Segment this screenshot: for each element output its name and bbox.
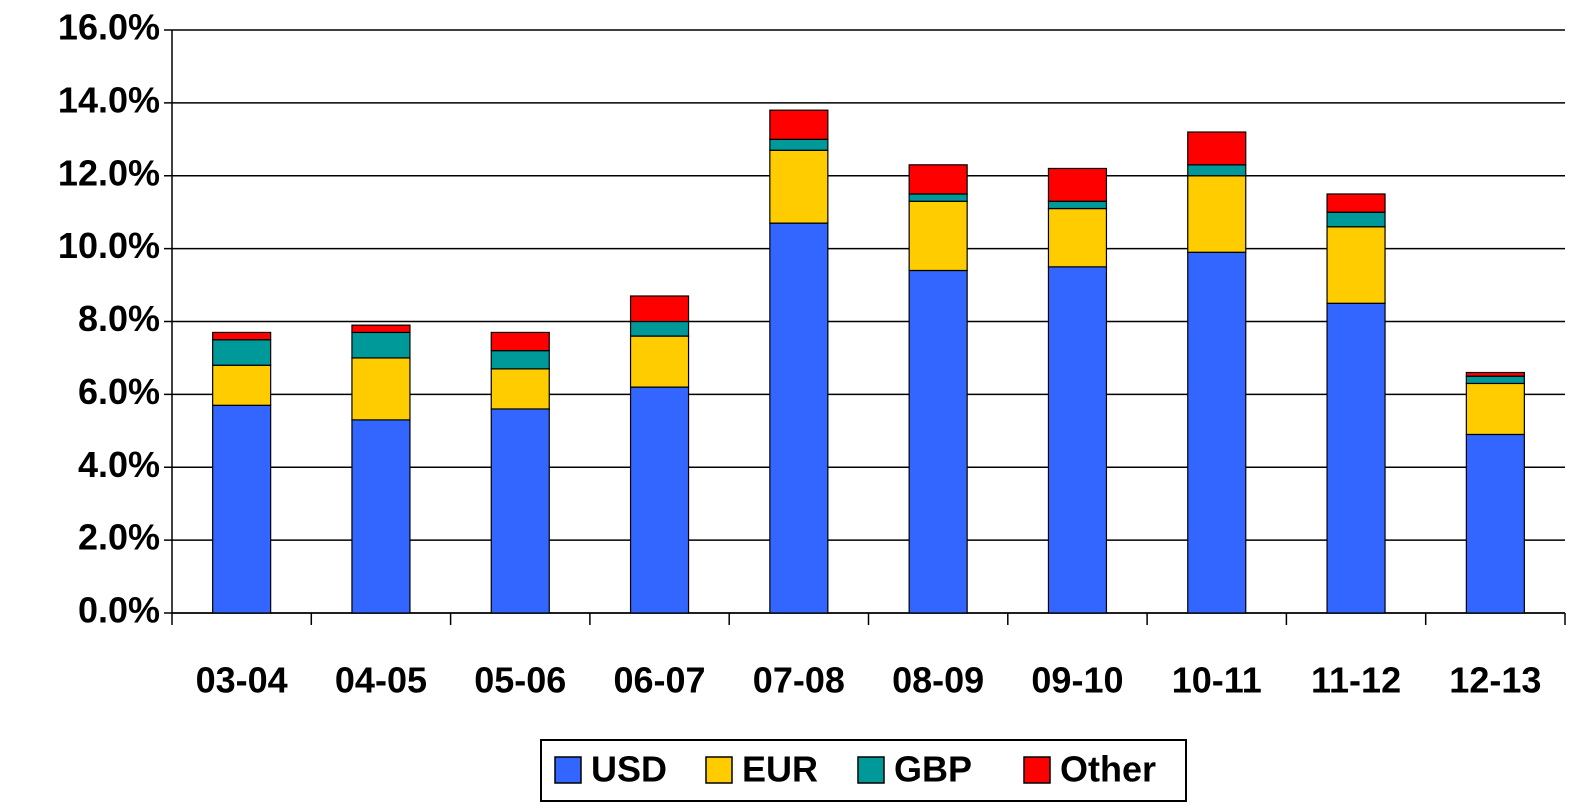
bar-segment — [629, 335, 690, 388]
bar-segment — [1326, 226, 1386, 304]
legend-label: USD — [591, 749, 667, 790]
legend-swatch — [857, 756, 885, 784]
y-tick-label: 4.0% — [78, 444, 160, 485]
bar-segment — [1187, 175, 1247, 253]
x-tick-label: 09-10 — [1031, 660, 1123, 701]
legend-swatch — [554, 756, 582, 784]
y-tick-label: 2.0% — [78, 517, 160, 558]
y-tick-label: 0.0% — [78, 590, 160, 631]
bar-segment — [1187, 164, 1247, 177]
bar-segment — [769, 149, 829, 224]
x-tick-label: 11-12 — [1311, 660, 1401, 701]
bar-segment — [490, 350, 550, 370]
x-tick-label: 07-08 — [753, 660, 845, 701]
bar-segment — [1465, 371, 1525, 377]
y-tick-label: 6.0% — [78, 371, 160, 412]
bar-segment — [1465, 433, 1525, 614]
bar-segment — [490, 331, 550, 352]
bar-segment — [908, 164, 968, 195]
bar-segment — [351, 331, 411, 359]
y-tick-label: 14.0% — [58, 79, 160, 120]
bar-segment — [212, 404, 272, 614]
bar-segment — [1047, 167, 1108, 202]
bar-segment — [351, 419, 411, 614]
bar-segment — [351, 324, 411, 334]
bar-segment — [1326, 302, 1386, 614]
bar-segment — [629, 386, 690, 614]
legend-label: GBP — [894, 749, 972, 790]
bar-segment — [908, 200, 968, 272]
bar-segment — [629, 320, 690, 337]
x-tick-label: 05-06 — [474, 660, 566, 701]
y-tick-label: 10.0% — [58, 225, 160, 266]
bar-segment — [212, 364, 272, 406]
bar-segment — [769, 222, 829, 614]
bar-segment — [212, 331, 272, 341]
bar-segment — [490, 368, 550, 410]
bar-segment — [351, 357, 411, 421]
bar-segment — [1187, 131, 1247, 166]
y-tick-label: 16.0% — [58, 7, 160, 48]
x-tick-label: 10-11 — [1172, 660, 1262, 701]
bar-segment — [908, 269, 968, 614]
bar-segment — [769, 138, 829, 151]
bar-segment — [769, 109, 829, 140]
x-tick-label: 03-04 — [196, 660, 288, 701]
x-tick-label: 06-07 — [614, 660, 706, 701]
x-tick-label: 04-05 — [335, 660, 427, 701]
y-tick-label: 8.0% — [78, 298, 160, 339]
bar-segment — [1326, 193, 1386, 213]
legend-label: Other — [1060, 749, 1156, 790]
bar-segment — [1047, 207, 1108, 268]
bar-segment — [1326, 211, 1386, 228]
bar-segment — [1465, 382, 1525, 436]
x-tick-label: 12-13 — [1449, 660, 1541, 701]
bar-segment — [1047, 266, 1108, 614]
legend-label: EUR — [742, 749, 818, 790]
bar-segment — [629, 295, 690, 323]
bar-segment — [908, 193, 968, 202]
bar-segment — [490, 408, 550, 614]
y-tick-label: 12.0% — [58, 152, 160, 193]
bar-segment — [212, 339, 272, 366]
legend-swatch — [705, 756, 733, 784]
bar-segment — [1047, 200, 1108, 210]
x-tick-label: 08-09 — [892, 660, 984, 701]
legend-swatch — [1023, 756, 1051, 784]
bar-segment — [1465, 375, 1525, 385]
bar-segment — [1187, 251, 1247, 614]
